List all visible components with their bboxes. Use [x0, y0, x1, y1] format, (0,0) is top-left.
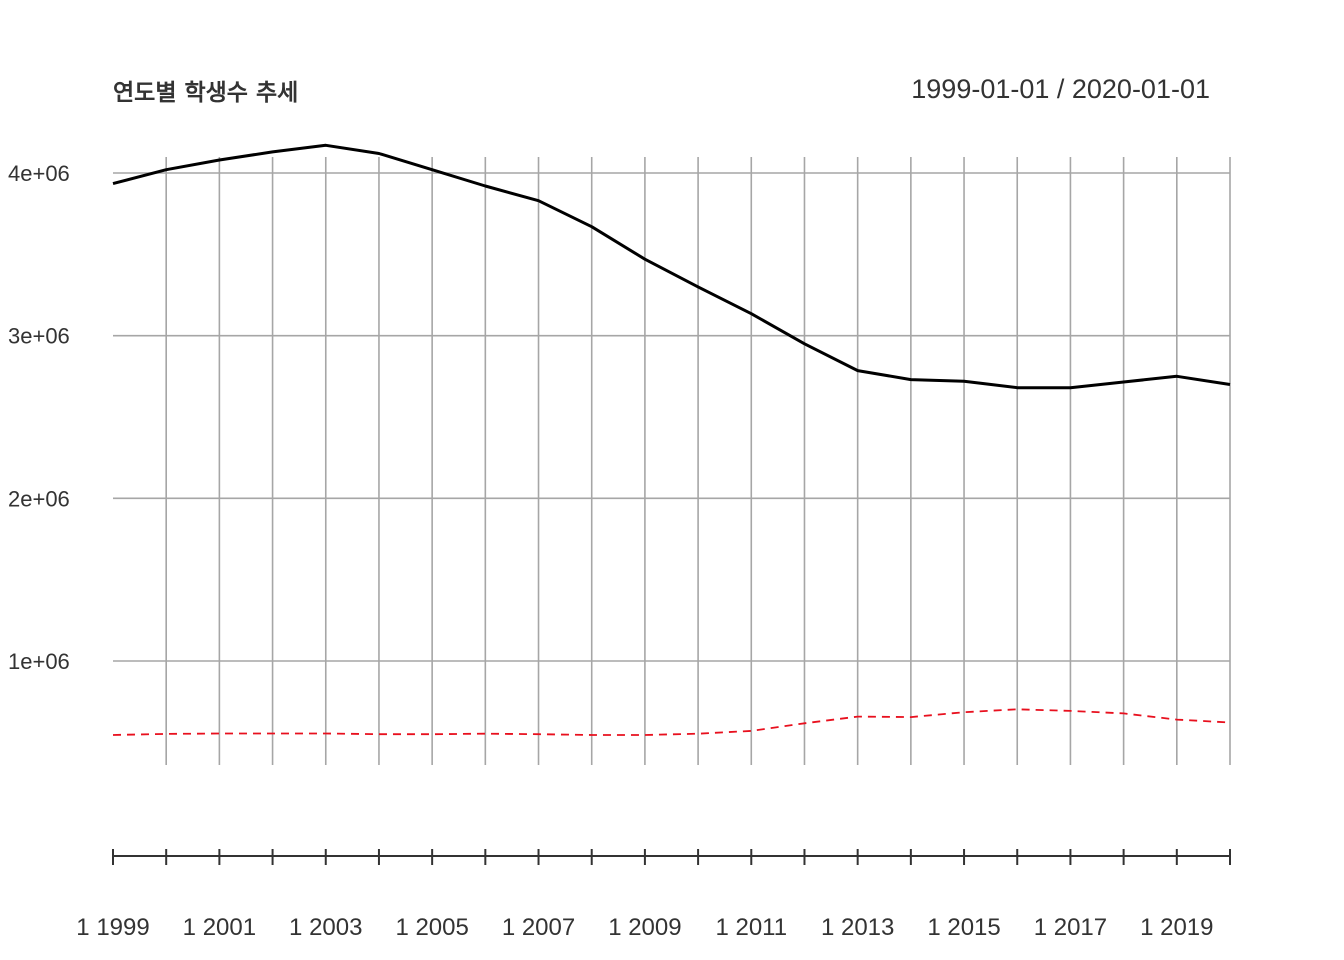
series-layer [112, 143, 1231, 736]
x-axis [112, 849, 1231, 865]
chart-title: 연도별 학생수 추세 [113, 80, 298, 106]
x-tick-label: 1 2017 [1034, 914, 1107, 941]
x-tick-label: 1 2011 [715, 914, 787, 941]
x-tick-label: 1 2009 [608, 914, 681, 941]
y-tick-label: 4e+06 [8, 161, 70, 186]
y-tick-label: 3e+06 [8, 324, 70, 349]
series-line-1 [112, 143, 1231, 390]
x-tick-label: 1 2003 [289, 914, 362, 941]
date-range-label: 1999-01-01 / 2020-01-01 [911, 74, 1210, 104]
y-tick-label: 1e+06 [8, 649, 70, 674]
y-tick-labels: 1e+06 2e+06 3e+06 4e+06 [8, 161, 70, 674]
x-tick-label: 1 1999 [76, 914, 149, 941]
x-tick-label: 1 2001 [183, 914, 256, 941]
x-tick-label: 1 2007 [502, 914, 575, 941]
y-tick-label: 2e+06 [8, 486, 70, 511]
x-tick-labels: 1 1999 1 2001 1 2003 1 2005 1 2007 1 2009 1 20… [76, 914, 1213, 941]
series-line-2 [112, 708, 1231, 736]
grid-lines [113, 157, 1231, 765]
x-tick-label: 1 2005 [395, 914, 468, 941]
x-tick-label: 1 2019 [1140, 914, 1213, 941]
x-tick-label: 1 2015 [927, 914, 1000, 941]
x-tick-label: 1 2013 [821, 914, 894, 941]
